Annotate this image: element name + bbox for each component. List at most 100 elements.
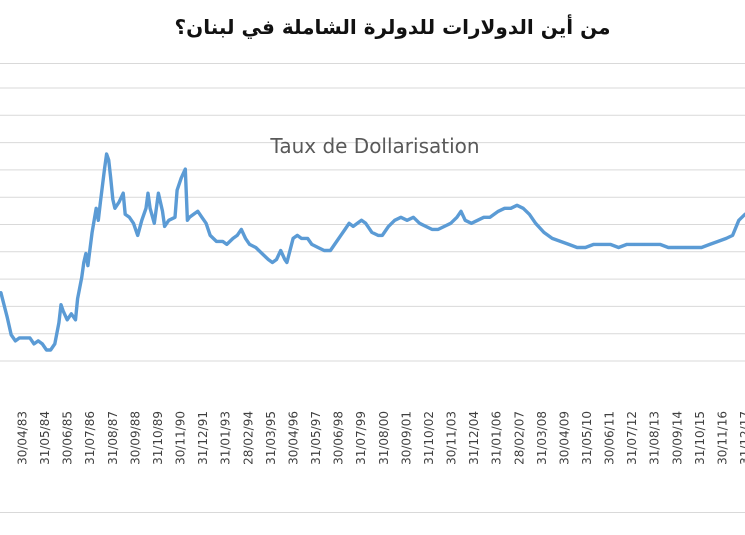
x-tick-label: 28/02/94 bbox=[241, 411, 255, 465]
data-point bbox=[49, 348, 52, 352]
data-point bbox=[173, 216, 177, 219]
data-point bbox=[542, 231, 546, 234]
data-point bbox=[28, 336, 32, 340]
data-point bbox=[650, 243, 653, 246]
data-point bbox=[387, 225, 390, 228]
data-point bbox=[41, 342, 44, 346]
data-point bbox=[192, 213, 195, 216]
data-point bbox=[347, 222, 351, 225]
x-tick-label: 31/05/84 bbox=[38, 411, 52, 465]
data-point bbox=[418, 222, 421, 225]
data-point bbox=[449, 222, 452, 225]
dollarization-line-chart: Taux de Dollarisation 30/04/83 31/05/84 30… bbox=[0, 87, 745, 465]
data-point bbox=[97, 219, 100, 222]
data-point bbox=[497, 210, 500, 213]
data-point bbox=[376, 234, 380, 237]
data-point bbox=[271, 261, 274, 264]
x-tick-label: 31/12/17 bbox=[738, 411, 745, 465]
data-point bbox=[18, 336, 21, 340]
x-tick-label: 31/08/87 bbox=[106, 411, 120, 465]
x-tick-label: 30/06/98 bbox=[332, 411, 346, 465]
data-point bbox=[443, 225, 446, 228]
data-point bbox=[146, 192, 150, 195]
data-point bbox=[231, 237, 235, 240]
chart-title: Taux de Dollarisation bbox=[269, 134, 479, 158]
data-point bbox=[633, 243, 637, 246]
data-point bbox=[300, 237, 303, 240]
data-point bbox=[399, 216, 403, 219]
data-point bbox=[240, 228, 243, 231]
data-point bbox=[188, 216, 191, 219]
data-point bbox=[551, 237, 554, 240]
data-point bbox=[236, 234, 239, 237]
x-tick-label: 31/10/02 bbox=[422, 411, 436, 465]
data-point bbox=[124, 213, 127, 216]
x-tick-label: 31/05/10 bbox=[580, 411, 594, 465]
data-point bbox=[488, 216, 492, 219]
x-tick-label: 31/01/06 bbox=[490, 411, 504, 465]
data-point bbox=[291, 237, 295, 240]
x-tick-label: 31/05/97 bbox=[309, 411, 323, 465]
data-point bbox=[323, 249, 326, 252]
data-point bbox=[14, 339, 17, 343]
data-point bbox=[5, 315, 9, 318]
data-point bbox=[296, 234, 299, 237]
data-point bbox=[66, 318, 69, 321]
chart-frame: Taux de Dollarisation 30/04/83 31/05/84 30… bbox=[0, 63, 745, 513]
data-point bbox=[140, 219, 143, 222]
gridlines bbox=[0, 87, 745, 362]
data-point bbox=[184, 167, 187, 171]
data-point bbox=[393, 219, 396, 222]
x-axis-tick-labels: 30/04/83 31/05/84 30/06/85 31/07/86 31/08/87… bbox=[16, 411, 745, 465]
data-point bbox=[95, 207, 98, 210]
data-point bbox=[381, 234, 384, 237]
series-line bbox=[0, 152, 745, 352]
x-tick-label: 30/09/01 bbox=[399, 411, 413, 465]
data-point bbox=[37, 339, 40, 343]
data-point bbox=[122, 192, 125, 195]
data-point bbox=[430, 228, 434, 231]
data-point bbox=[405, 219, 409, 222]
x-tick-label: 28/02/07 bbox=[512, 411, 526, 465]
data-point bbox=[113, 207, 117, 210]
data-point bbox=[45, 348, 48, 352]
data-point bbox=[575, 246, 579, 249]
data-point bbox=[470, 222, 473, 225]
data-point bbox=[459, 210, 463, 213]
data-point bbox=[157, 192, 160, 195]
data-point bbox=[244, 237, 247, 240]
data-point bbox=[24, 336, 27, 340]
data-point bbox=[364, 222, 367, 225]
data-point bbox=[658, 243, 662, 246]
data-point bbox=[642, 243, 645, 246]
data-point bbox=[476, 219, 479, 222]
data-point bbox=[424, 225, 427, 228]
data-point bbox=[559, 240, 562, 243]
data-point bbox=[731, 234, 734, 237]
data-point bbox=[360, 219, 363, 222]
x-tick-label: 31/03/95 bbox=[264, 411, 278, 465]
data-point bbox=[204, 222, 208, 225]
x-tick-label: 31/08/13 bbox=[648, 411, 662, 465]
data-point bbox=[180, 176, 183, 180]
x-tick-label: 31/12/91 bbox=[196, 411, 210, 465]
data-point bbox=[675, 246, 678, 249]
data-point bbox=[329, 249, 332, 252]
data-point bbox=[163, 225, 166, 228]
data-point bbox=[148, 207, 152, 210]
x-tick-label: 30/04/83 bbox=[16, 411, 30, 465]
data-point bbox=[285, 261, 289, 264]
data-point bbox=[708, 243, 711, 246]
x-tick-label: 31/10/15 bbox=[693, 411, 707, 465]
data-point bbox=[53, 342, 56, 346]
data-point bbox=[10, 333, 13, 337]
data-point bbox=[737, 219, 740, 222]
data-point bbox=[86, 264, 90, 267]
data-point bbox=[107, 158, 110, 162]
data-point bbox=[275, 258, 278, 261]
data-point bbox=[356, 222, 359, 225]
x-tick-label: 30/11/16 bbox=[715, 411, 729, 465]
data-point bbox=[59, 303, 63, 306]
data-point bbox=[248, 243, 251, 246]
data-point bbox=[352, 225, 355, 228]
